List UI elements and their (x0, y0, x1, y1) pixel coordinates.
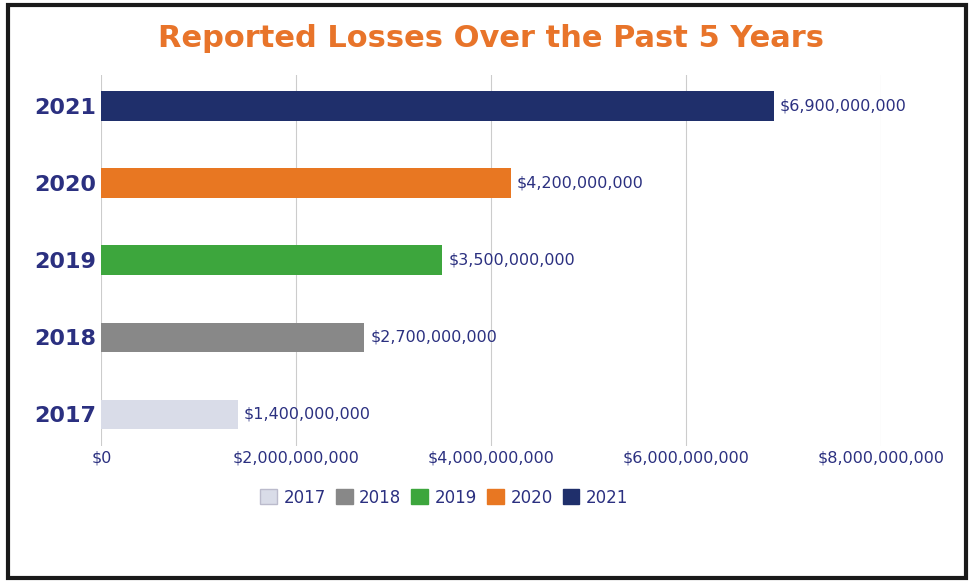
Text: $4,200,000,000: $4,200,000,000 (516, 175, 643, 191)
Text: $6,900,000,000: $6,900,000,000 (779, 99, 907, 114)
Title: Reported Losses Over the Past 5 Years: Reported Losses Over the Past 5 Years (158, 24, 824, 52)
Text: $2,700,000,000: $2,700,000,000 (370, 329, 497, 345)
Text: $3,500,000,000: $3,500,000,000 (448, 252, 575, 268)
Text: $1,400,000,000: $1,400,000,000 (244, 407, 371, 422)
Bar (101, 92, 773, 121)
Bar (101, 168, 510, 198)
Bar (101, 245, 442, 275)
Legend: 2017, 2018, 2019, 2020, 2021: 2017, 2018, 2019, 2020, 2021 (255, 484, 633, 512)
Bar (101, 399, 238, 429)
Bar (101, 322, 364, 352)
